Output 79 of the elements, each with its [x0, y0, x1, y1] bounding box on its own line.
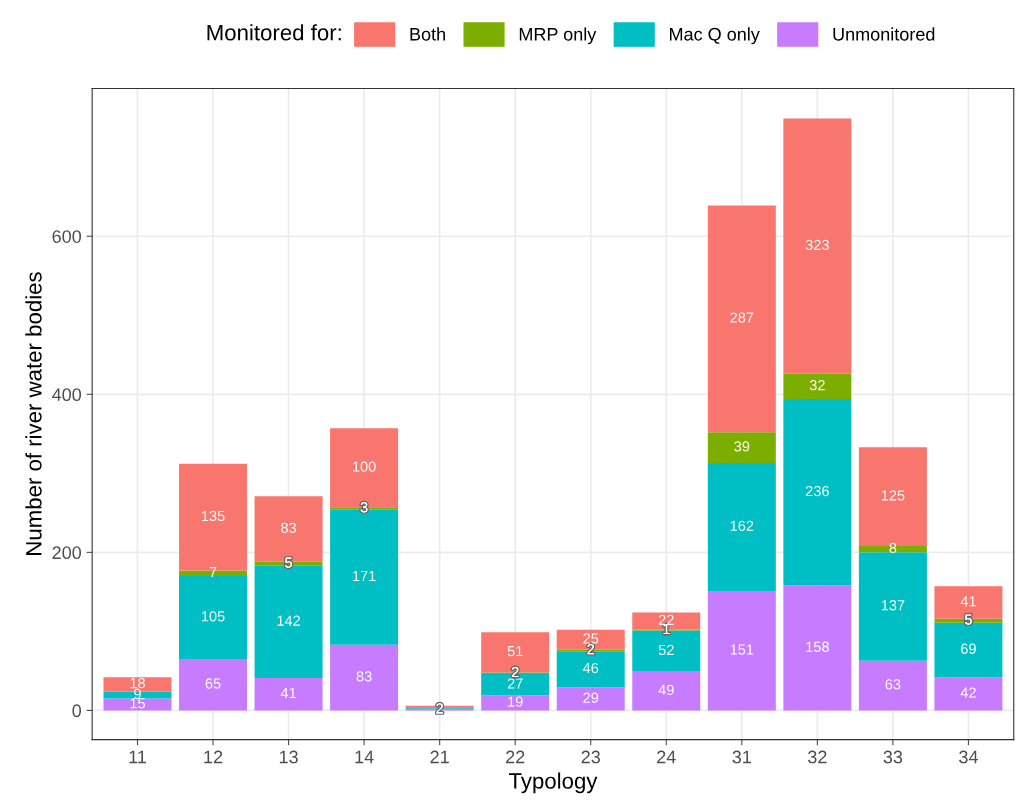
data-label: 151 [730, 644, 754, 655]
x-tick-label: 33 [883, 750, 903, 764]
data-label: 158 [806, 641, 829, 652]
bar [707, 432, 776, 464]
x-tick-label: 34 [959, 750, 978, 764]
bar [783, 373, 852, 400]
data-label: 18 [130, 677, 145, 689]
x-axis-title: Typology [508, 772, 598, 794]
data-label: 25 [583, 633, 599, 644]
y-tick-label: 0 [72, 704, 82, 718]
data-label: 83 [281, 522, 297, 533]
legend-label: MRP only [519, 27, 597, 45]
data-label: 63 [885, 679, 901, 690]
data-label: 8 [889, 542, 897, 554]
data-label: 32 [809, 379, 825, 391]
data-label: 287 [730, 312, 754, 323]
bar [556, 687, 625, 711]
bar [481, 695, 550, 711]
data-label: 323 [805, 239, 829, 251]
data-label: 83 [356, 671, 372, 682]
bar [707, 205, 776, 433]
data-label: 65 [205, 678, 221, 689]
data-label: 7 [209, 567, 217, 578]
y-tick-label: 400 [52, 388, 82, 402]
data-label: 29 [583, 692, 599, 703]
bar [330, 644, 399, 711]
data-label: 171 [353, 571, 376, 582]
y-tick-label: 200 [52, 546, 82, 560]
data-label: 42 [960, 687, 976, 698]
x-tick-label: 23 [581, 750, 600, 764]
x-tick-label: 14 [355, 750, 374, 764]
bar [632, 671, 701, 711]
bar [179, 659, 248, 711]
data-label: 15 [130, 698, 145, 709]
bar [254, 678, 323, 711]
bar [783, 585, 852, 711]
data-label: 5 [285, 557, 293, 568]
legend-title: Monitored for: [207, 24, 341, 41]
x-tick-label: 11 [129, 750, 146, 764]
bar [179, 576, 248, 660]
data-label: 46 [582, 662, 599, 674]
data-label: 22 [658, 614, 674, 625]
bar [934, 677, 1003, 711]
x-tick-label: 12 [204, 750, 223, 764]
x-tick-label: 31 [732, 750, 751, 764]
data-label: 27 [507, 678, 523, 689]
bar [707, 591, 776, 711]
x-tick-label: 21 [430, 750, 449, 764]
data-label: 41 [280, 687, 296, 699]
legend-label: Both [410, 27, 445, 41]
data-label: 41 [960, 596, 976, 607]
x-tick-label: 13 [279, 750, 298, 764]
legend-label: Unmonitored [833, 27, 935, 41]
bar [783, 399, 852, 586]
data-label: 49 [658, 684, 674, 695]
data-label: 69 [961, 643, 976, 654]
bar [783, 118, 852, 374]
y-tick-label: 600 [52, 230, 82, 243]
data-label: 100 [353, 461, 376, 472]
data-label: 236 [805, 485, 829, 497]
bar [858, 660, 927, 711]
x-tick-label: 32 [808, 750, 827, 764]
y-axis-title: Number of river water bodies [25, 272, 42, 555]
data-label: 51 [507, 646, 523, 657]
data-label: 125 [881, 490, 905, 501]
bar [707, 463, 776, 592]
data-label: 5 [964, 614, 972, 625]
data-label: 162 [730, 520, 754, 531]
data-label: 39 [734, 441, 750, 452]
data-label: 137 [881, 600, 905, 611]
data-label: 142 [277, 615, 300, 626]
data-label: 52 [658, 644, 674, 656]
legend-label: Mac Q only [670, 27, 760, 45]
bar [858, 552, 927, 661]
data-label: 135 [201, 510, 225, 522]
data-label: 105 [201, 611, 225, 622]
data-label: 19 [508, 696, 523, 707]
x-tick-label: 24 [657, 750, 676, 764]
x-tick-label: 22 [506, 750, 525, 764]
